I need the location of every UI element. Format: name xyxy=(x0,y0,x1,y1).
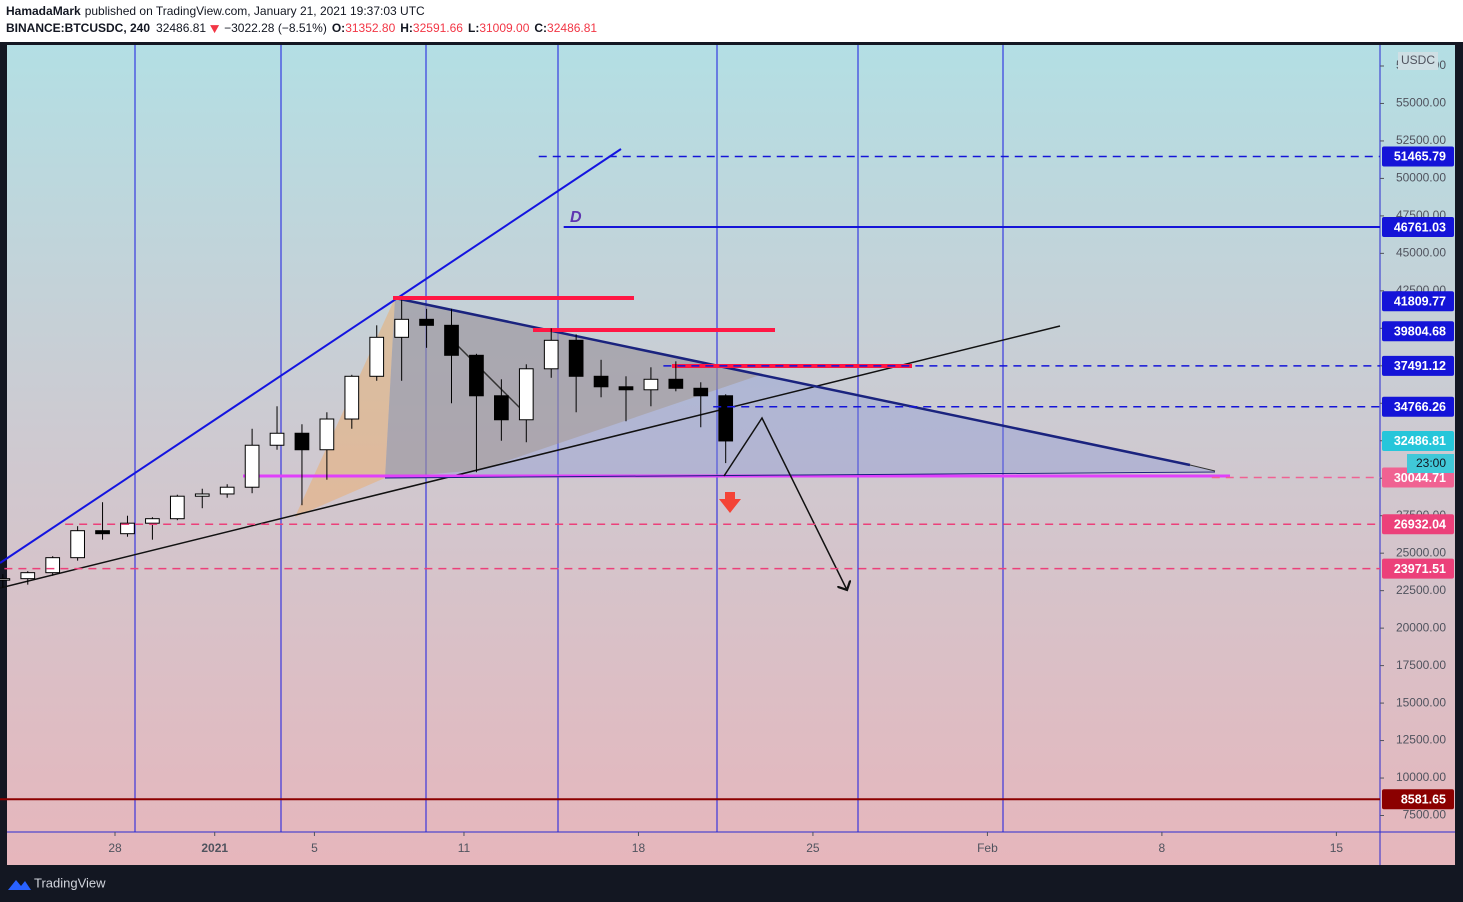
candle-body xyxy=(369,336,385,377)
price-badge-label: 41809.77 xyxy=(1394,294,1446,308)
candle-body xyxy=(568,339,584,377)
y-tick-label: 55000.00 xyxy=(1396,96,1446,110)
ohlc-value: 31352.80 xyxy=(345,21,395,35)
price-badge xyxy=(1382,146,1454,167)
ohlc-label: L: xyxy=(468,21,479,35)
x-tick-label: Feb xyxy=(977,841,998,855)
price-badge-label: 34766.26 xyxy=(1394,400,1446,414)
price-badge xyxy=(1382,216,1454,237)
x-tick-label: 25 xyxy=(806,841,820,855)
candle-body xyxy=(469,354,484,397)
candle-body xyxy=(169,495,185,520)
price-badge xyxy=(1382,321,1454,342)
candle-body xyxy=(219,486,235,495)
price-badge-label: 46761.03 xyxy=(1394,220,1446,234)
y-tick-label: 45000.00 xyxy=(1396,246,1446,260)
y-tick-label: 20000.00 xyxy=(1396,620,1446,634)
vertical-lines xyxy=(134,45,1004,832)
y-unit: USDC xyxy=(1401,53,1435,67)
candle-body xyxy=(693,387,709,397)
price-badge xyxy=(1382,291,1454,312)
price-badge xyxy=(1382,558,1454,579)
y-tick-label: 25000.00 xyxy=(1396,545,1446,559)
candle-body xyxy=(194,493,210,497)
candle-body xyxy=(718,395,734,442)
candle-body xyxy=(394,318,410,338)
x-tick-label: 8 xyxy=(1159,841,1166,855)
candle-body xyxy=(244,444,260,488)
candle-body xyxy=(45,557,61,574)
candle-body xyxy=(618,386,634,391)
candle-body xyxy=(319,418,335,451)
price-badge-label: 30044.71 xyxy=(1394,471,1446,485)
candle-body xyxy=(643,378,659,391)
change-arrow xyxy=(210,25,220,34)
symbol-line: BINANCE:BTCUSDC, 240 32486.81 −3022.28 (−8… xyxy=(6,21,597,35)
price-badge-label: 37491.12 xyxy=(1394,359,1446,373)
price-badge xyxy=(1382,355,1454,376)
annotation: D xyxy=(570,209,582,226)
candle-body xyxy=(120,522,135,535)
ohlc-label: H: xyxy=(400,21,413,35)
ohlc-value: 32486.81 xyxy=(547,21,597,35)
candle-body xyxy=(668,378,684,389)
ohlc-label: O: xyxy=(332,21,345,35)
price-badge xyxy=(1382,430,1454,451)
ohlc-value: 31009.00 xyxy=(479,21,529,35)
countdown-bg xyxy=(1407,454,1454,473)
brand: TradingView xyxy=(34,875,106,890)
unit-bg xyxy=(1398,52,1438,70)
publish-line: HamadaMark published on TradingView.com, … xyxy=(6,4,425,18)
candle-body xyxy=(95,530,110,535)
price-badge xyxy=(1382,789,1454,810)
candle-body xyxy=(0,578,11,581)
x-tick-label: 28 xyxy=(108,841,122,855)
candle-body xyxy=(494,395,509,421)
candle-body xyxy=(294,432,310,451)
ohlc-value: 32591.66 xyxy=(413,21,463,35)
candle-body xyxy=(419,318,434,326)
footer-bar xyxy=(0,868,1463,902)
y-tick-label: 52500.00 xyxy=(1396,133,1446,147)
y-tick-label: 12500.00 xyxy=(1396,733,1446,747)
change: −3022.28 (−8.51%) xyxy=(224,21,327,35)
y-tick-label: 7500.00 xyxy=(1403,808,1447,822)
candle-body xyxy=(543,339,559,370)
y-tick-label: 50000.00 xyxy=(1396,171,1446,185)
symbol: BINANCE:BTCUSDC, 240 xyxy=(6,21,150,35)
candle-body xyxy=(518,368,534,421)
price-badge-label: 32486.81 xyxy=(1394,434,1446,448)
logo xyxy=(8,880,31,890)
y-tick-label: 10000.00 xyxy=(1396,770,1446,784)
y-tick-label: 22500.00 xyxy=(1396,583,1446,597)
candle-body xyxy=(70,530,85,559)
author: HamadaMark xyxy=(6,4,81,18)
price-badge xyxy=(1382,396,1454,417)
countdown: 23:00 xyxy=(1416,456,1446,470)
price-badge-label: 26932.04 xyxy=(1394,518,1446,532)
y-tick-label: 17500.00 xyxy=(1396,658,1446,672)
price-badge-label: 51465.79 xyxy=(1394,150,1446,164)
candle-body xyxy=(344,375,360,420)
x-tick-label: 11 xyxy=(458,841,471,855)
price-badge-label: 39804.68 xyxy=(1394,325,1446,339)
header-bar xyxy=(0,0,1463,42)
x-tick-label: 5 xyxy=(311,841,318,855)
price-badge-label: 23971.51 xyxy=(1394,562,1446,576)
price-badge-label: 8581.65 xyxy=(1401,793,1446,807)
candle-body xyxy=(269,432,285,446)
last-price: 32486.81 xyxy=(156,21,206,35)
candle-body xyxy=(20,572,36,580)
y-tick-label: 15000.00 xyxy=(1396,695,1446,709)
x-tick-label: 2021 xyxy=(201,841,228,855)
published: published on TradingView.com, January 21… xyxy=(85,4,425,18)
price-badge xyxy=(1382,514,1454,535)
candle-body xyxy=(145,518,160,524)
candle-body xyxy=(593,375,609,388)
x-tick-label: 15 xyxy=(1330,841,1344,855)
candle-body xyxy=(444,324,459,356)
x-tick-label: 18 xyxy=(632,841,646,855)
ohlc-label: C: xyxy=(534,21,547,35)
